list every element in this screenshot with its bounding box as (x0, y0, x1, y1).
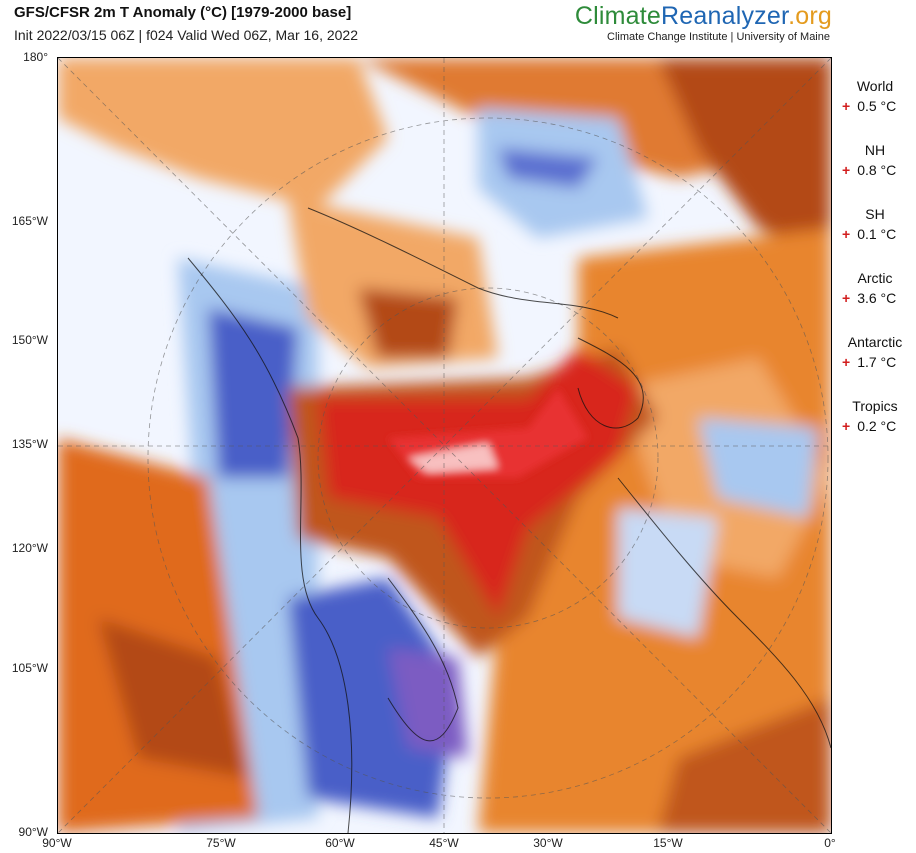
lat-label-105w: 105°W (11, 661, 48, 675)
map-title: GFS/CFSR 2m T Anomaly (°C) [1979-2000 ba… (14, 4, 352, 21)
stat-region: Arctic (857, 270, 893, 286)
stat-value: +0.5 °C (842, 98, 916, 114)
stat-number: 0.8 °C (857, 162, 897, 178)
plus-sign: + (842, 162, 851, 178)
stat-antarctic: Antarctic +1.7 °C (842, 334, 916, 398)
brand-tagline: Climate Change Institute | University of… (607, 31, 830, 43)
stat-tropics: Tropics +0.2 °C (842, 398, 916, 462)
lon-label-75w: 75°W (206, 836, 236, 850)
regional-anomaly-panel: World +0.5 °C NH +0.8 °C SH +0.1 °C Arct… (842, 78, 916, 462)
stat-number: 0.5 °C (857, 98, 897, 114)
lat-label-120w: 120°W (11, 541, 48, 555)
logo-part-org: .org (788, 2, 832, 30)
lon-label-15w: 15°W (653, 836, 683, 850)
logo-part-reanalyzer: Reanalyzer (661, 2, 789, 30)
plus-sign: + (842, 354, 851, 370)
plus-sign: + (842, 418, 851, 434)
temperature-anomaly-map[interactable] (57, 57, 832, 834)
lat-label-135w: 135°W (11, 437, 48, 451)
stat-value: +0.2 °C (842, 418, 916, 434)
plus-sign: + (842, 226, 851, 242)
lon-label-90w: 90°W (42, 836, 72, 850)
lat-label-165w: 165°W (11, 214, 48, 228)
stat-value: +3.6 °C (842, 290, 916, 306)
lat-label-150w: 150°W (11, 333, 48, 347)
stat-sh: SH +0.1 °C (842, 206, 916, 270)
anomaly-field (58, 58, 831, 833)
stat-number: 3.6 °C (857, 290, 897, 306)
lon-label-60w: 60°W (325, 836, 355, 850)
logo-part-climate: Climate (574, 2, 662, 30)
stat-number: 0.1 °C (857, 226, 897, 242)
stat-number: 0.2 °C (857, 418, 897, 434)
stat-world: World +0.5 °C (842, 78, 916, 142)
stat-region: NH (864, 142, 886, 158)
map-subtitle: Init 2022/03/15 06Z | f024 Valid Wed 06Z… (14, 27, 359, 43)
plus-sign: + (842, 290, 851, 306)
stat-region: World (856, 78, 894, 94)
lat-label-180: 180° (23, 50, 48, 64)
stat-number: 1.7 °C (857, 354, 897, 370)
lon-label-45w: 45°W (429, 836, 459, 850)
lon-label-30w: 30°W (533, 836, 563, 850)
stat-nh: NH +0.8 °C (842, 142, 916, 206)
lat-label-90w: 90°W (18, 825, 48, 839)
stat-arctic: Arctic +3.6 °C (842, 270, 916, 334)
plus-sign: + (842, 98, 851, 114)
stat-value: +0.1 °C (842, 226, 916, 242)
stat-region: SH (865, 206, 885, 222)
stat-value: +1.7 °C (842, 354, 916, 370)
stat-region: Tropics (852, 398, 898, 414)
stat-region: Antarctic (847, 334, 903, 350)
brand-logo[interactable]: ClimateReanalyzer.org (575, 2, 832, 31)
stat-value: +0.8 °C (842, 162, 916, 178)
lon-label-0: 0° (824, 836, 836, 850)
